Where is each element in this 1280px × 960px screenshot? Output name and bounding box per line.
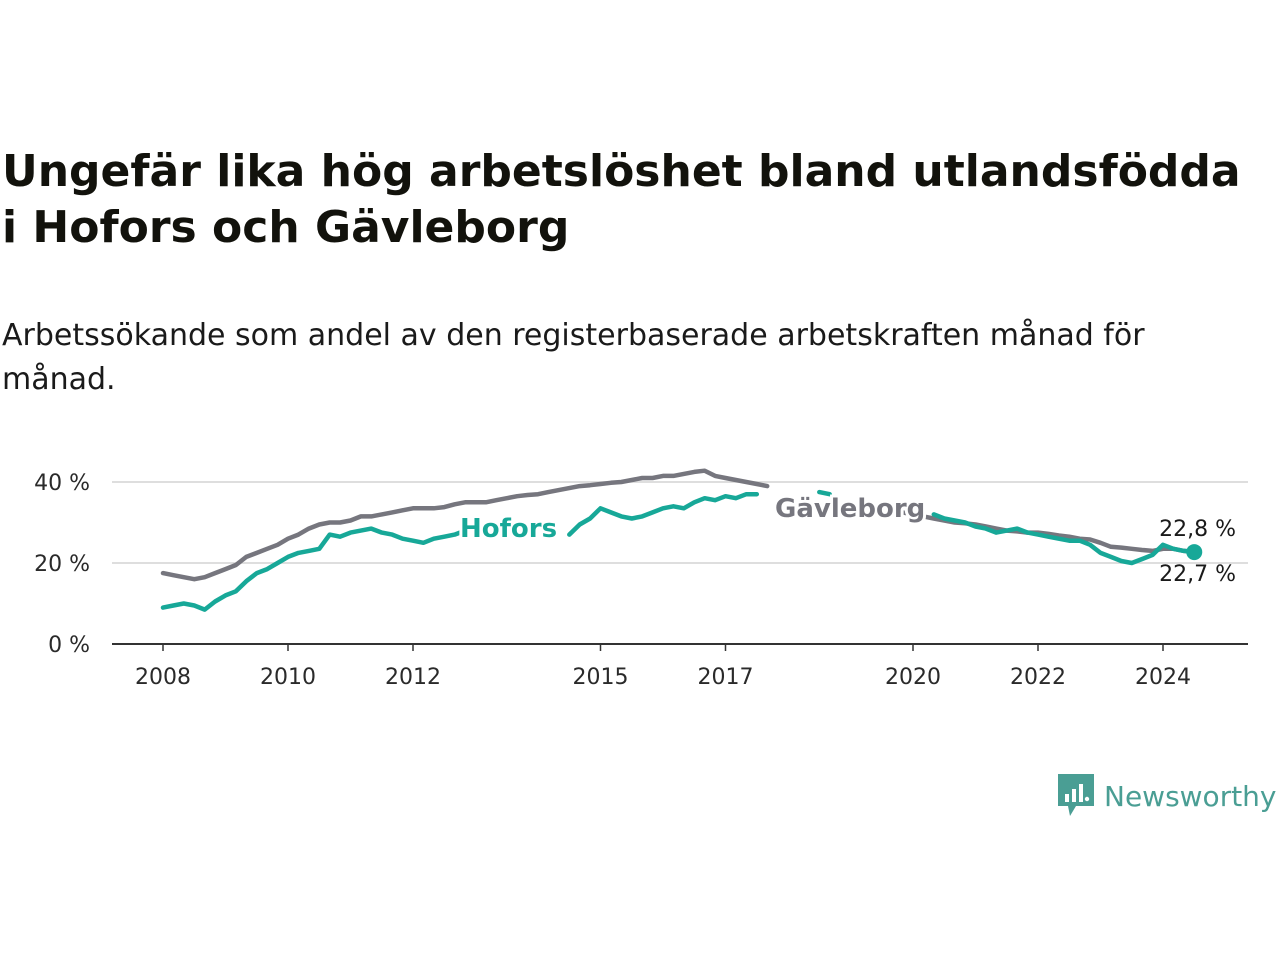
y-tick-label: 0 % <box>48 633 90 658</box>
series-line-gävleborg <box>160 468 770 582</box>
x-tick-label: 2008 <box>135 665 191 690</box>
series-end-point <box>1186 544 1203 561</box>
brand-logo: Newsworthy <box>1058 772 1277 820</box>
chart-subtitle: Arbetssökande som andel av den registerb… <box>2 318 1145 397</box>
chart-title: Ungefär lika hög arbetslöshet bland utla… <box>2 146 1241 253</box>
series-label-hofors: Hofors <box>460 514 557 544</box>
y-tick-label: 40 % <box>34 471 90 496</box>
x-tick-label: 2022 <box>1010 665 1066 690</box>
series-line-hofors <box>931 512 1197 566</box>
series-line-hofors <box>567 491 760 537</box>
line-chart: 0 % 20 % 40 % 2008 2010 2012 2015 2017 2020 2022 2… <box>34 468 1248 690</box>
series-line-hofors <box>160 526 468 612</box>
series-label-gavleborg: Gävleborg <box>775 494 925 524</box>
x-tick-label: 2012 <box>385 665 441 690</box>
x-tick-label: 2024 <box>1135 665 1191 690</box>
y-tick-label: 20 % <box>34 552 90 577</box>
series-line-hofors <box>817 489 832 497</box>
x-tick-label: 2020 <box>885 665 941 690</box>
x-tick-label: 2017 <box>698 665 754 690</box>
brand-name: Newsworthy <box>1104 779 1277 813</box>
x-tick-label: 2010 <box>260 665 316 690</box>
newsworthy-logo-icon <box>1058 774 1094 816</box>
end-value-label-gavleborg: 22,8 % <box>1159 517 1236 542</box>
end-value-label-hofors: 22,7 % <box>1159 562 1236 587</box>
x-tick-label: 2015 <box>573 665 629 690</box>
